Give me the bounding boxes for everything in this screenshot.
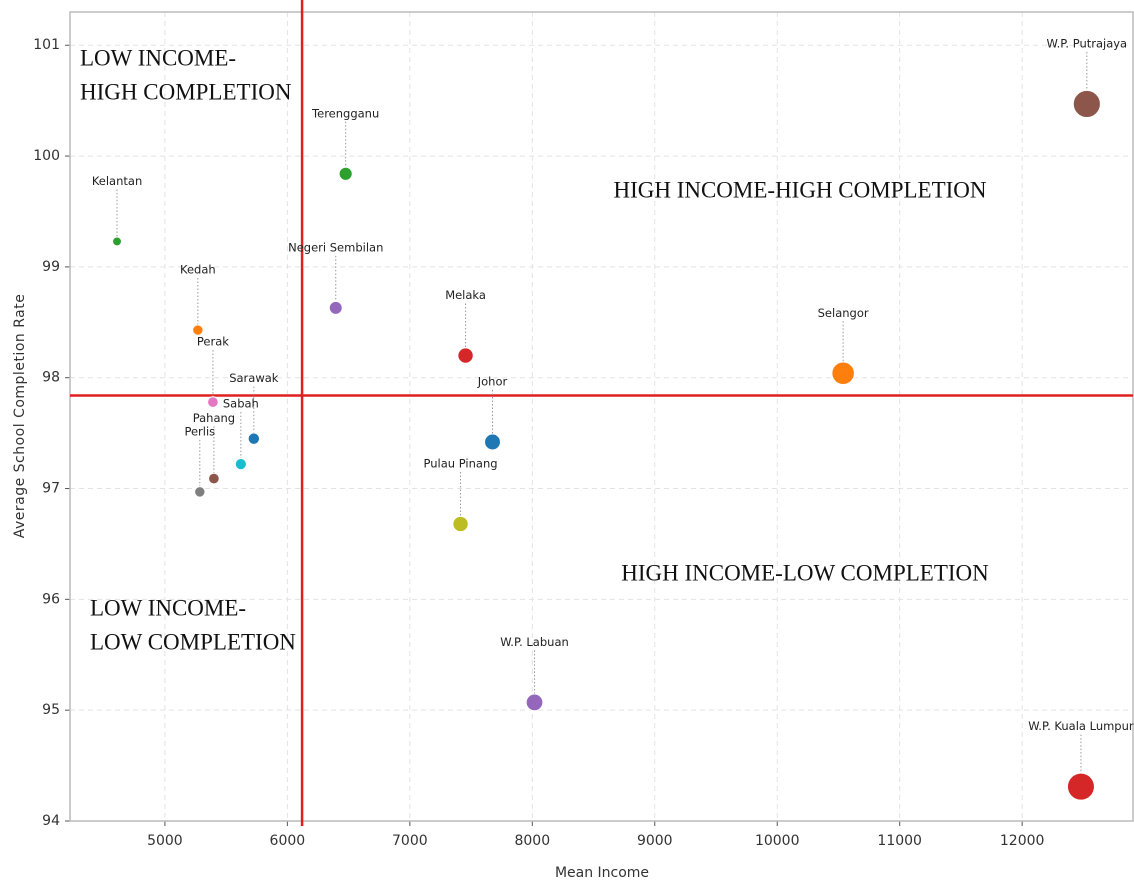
x-axis-label: Mean Income	[555, 865, 649, 881]
point-label: Perlis	[184, 424, 215, 438]
x-tick-label: 12000	[1000, 833, 1045, 849]
point-label: Pulau Pinang	[424, 456, 498, 470]
point	[328, 300, 343, 315]
point-label: Kelantan	[92, 174, 142, 188]
x-tick-label: 9000	[637, 833, 673, 849]
x-tick-label: 8000	[514, 833, 550, 849]
point	[525, 693, 544, 712]
point	[831, 361, 855, 386]
point-label: Melaka	[445, 288, 486, 302]
point	[208, 472, 220, 485]
x-tick-label: 10000	[755, 833, 800, 849]
point-label: Sabah	[223, 397, 259, 411]
point-label: Kedah	[180, 263, 216, 277]
x-tick-label: 7000	[392, 833, 428, 849]
quadrant-label: LOW INCOME-	[90, 595, 246, 620]
point	[1072, 89, 1101, 119]
x-tick-label: 5000	[147, 833, 183, 849]
y-tick-label: 95	[42, 702, 60, 718]
point-label: Sarawak	[229, 371, 279, 385]
quadrant-label: LOW INCOME-	[80, 45, 236, 70]
point	[192, 324, 204, 336]
y-tick-label: 96	[42, 591, 60, 607]
point	[484, 433, 501, 451]
x-tick-label: 11000	[877, 833, 922, 849]
y-tick-label: 94	[42, 813, 60, 829]
y-tick-label: 101	[33, 37, 60, 53]
quadrant-label: HIGH COMPLETION	[80, 79, 292, 104]
x-tick-label: 6000	[270, 833, 306, 849]
point-label: Selangor	[818, 306, 869, 320]
point-label: Johor	[477, 374, 508, 388]
point-label: W.P. Labuan	[500, 635, 569, 649]
point-label: W.P. Putrajaya	[1047, 36, 1128, 50]
point	[1066, 772, 1095, 801]
y-tick-label: 99	[42, 259, 60, 275]
point	[247, 432, 261, 445]
quadrant-label: LOW COMPLETION	[90, 629, 296, 654]
quadrant-label: HIGH INCOME-LOW COMPLETION	[621, 560, 989, 585]
y-tick-label: 100	[33, 148, 60, 164]
point-label: W.P. Kuala Lumpur	[1028, 719, 1134, 733]
point	[457, 347, 474, 364]
point-label: Pahang	[193, 411, 235, 425]
point	[207, 396, 219, 408]
y-tick-label: 98	[42, 370, 60, 386]
point-label: Terengganu	[311, 106, 379, 120]
point	[452, 515, 469, 533]
point	[112, 236, 122, 247]
point-label: Negeri Sembilan	[288, 240, 383, 254]
y-axis-label: Average School Completion Rate	[12, 294, 28, 539]
point	[338, 166, 353, 181]
point-label: Perak	[197, 335, 229, 349]
plot-frame	[69, 11, 1134, 822]
point	[194, 486, 206, 498]
quadrant-label: HIGH INCOME-HIGH COMPLETION	[613, 177, 986, 202]
point	[234, 458, 247, 471]
y-tick-label: 97	[42, 481, 60, 497]
